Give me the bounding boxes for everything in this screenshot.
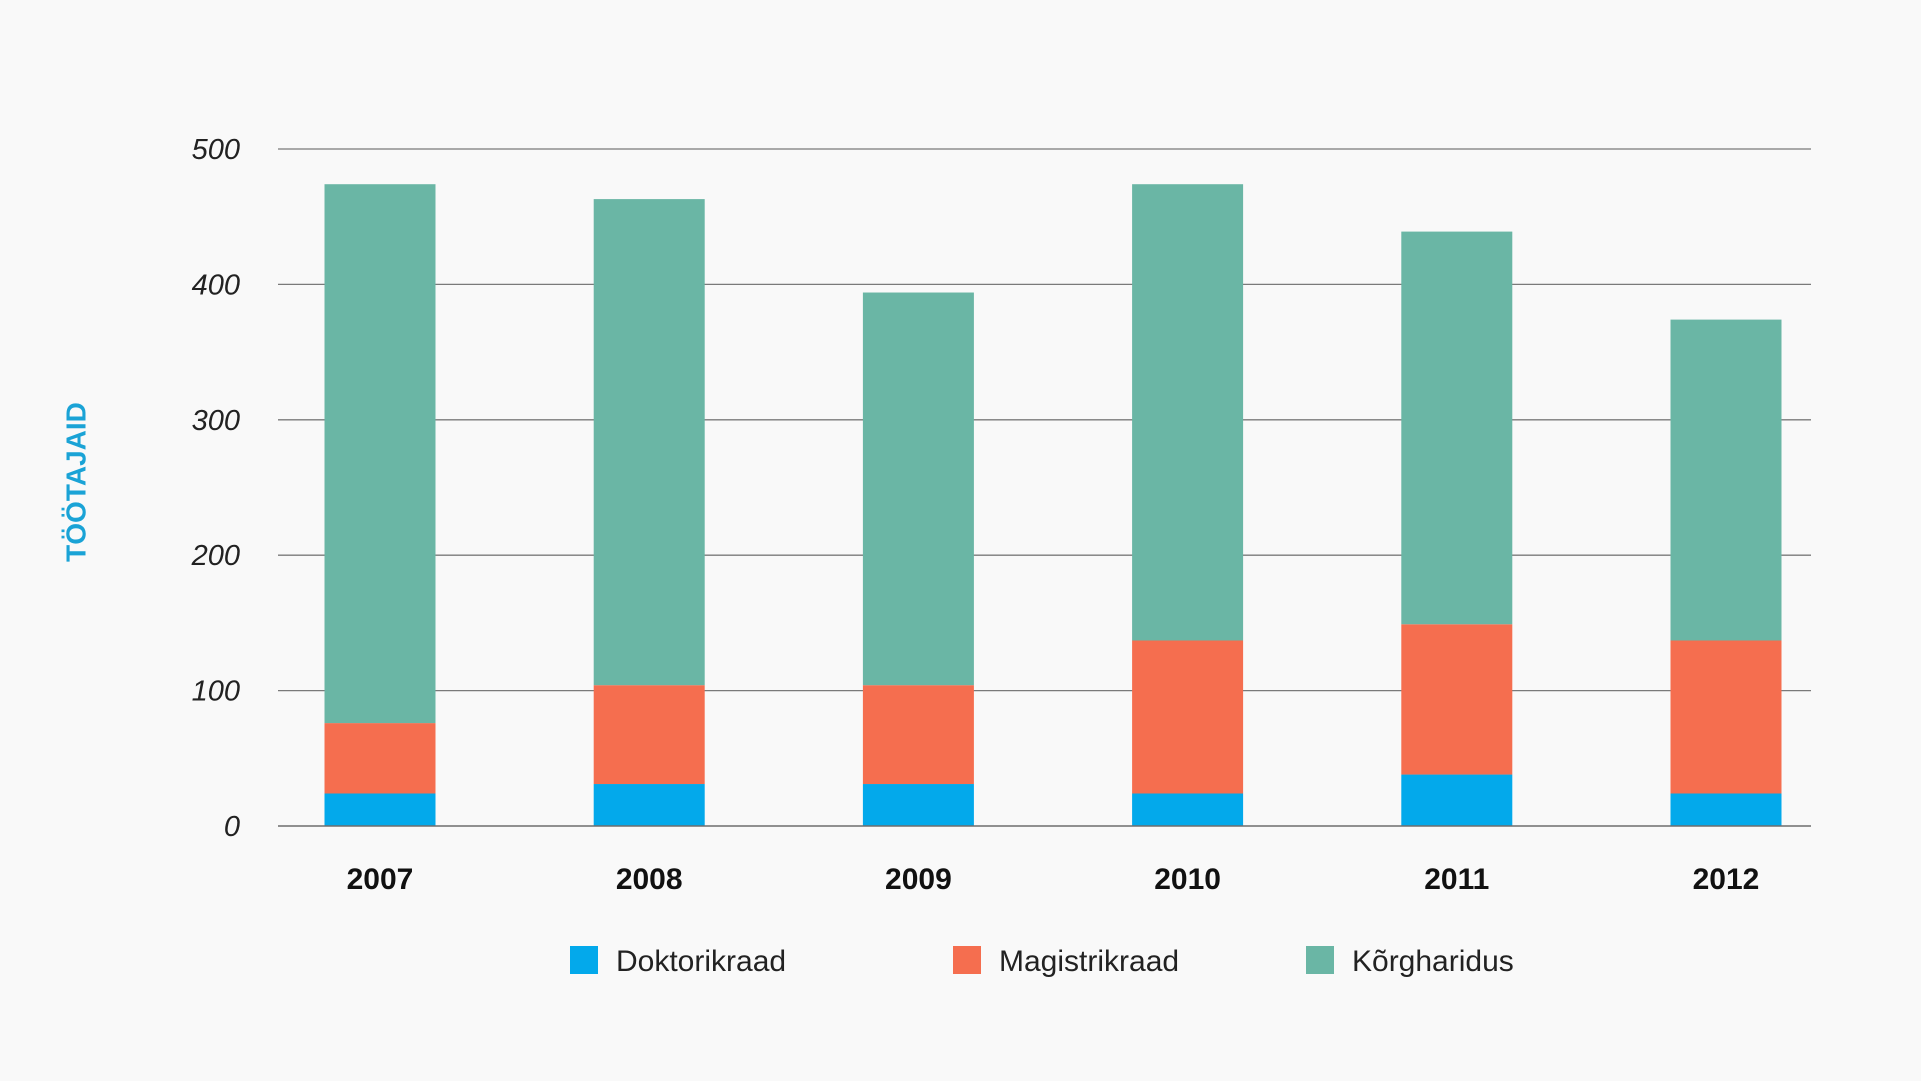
legend-item: Magistrikraad [953, 945, 1179, 978]
y-tick-label: 0 [224, 811, 240, 843]
bar-segment [324, 793, 436, 826]
gridlines [278, 148, 1811, 692]
bar-segment [1670, 319, 1782, 641]
bar-segment [862, 292, 974, 686]
bar-segment [862, 685, 974, 785]
bar-segment [593, 199, 705, 686]
y-tick-labels: 0 100 200 300 400 500 [191, 134, 240, 843]
x-tick-labels: 2007 2008 2009 2010 2011 2012 [347, 863, 1760, 896]
legend-swatch [953, 946, 981, 974]
x-tick-label: 2011 [1424, 863, 1489, 896]
bar-segment [324, 184, 436, 724]
bar-segment [1670, 793, 1782, 826]
legend-swatch [1306, 946, 1334, 974]
bar-segment [1401, 774, 1513, 826]
bar-segment [862, 784, 974, 826]
bar-segment [593, 784, 705, 826]
legend-swatch [570, 946, 598, 974]
bar-segment [1132, 184, 1244, 641]
y-tick-label: 200 [191, 540, 240, 572]
bar-segment [1132, 793, 1244, 826]
x-tick-label: 2009 [885, 863, 952, 896]
x-tick-label: 2008 [616, 863, 683, 896]
legend-label: Kõrgharidus [1352, 945, 1514, 978]
legend-label: Doktorikraad [616, 945, 786, 978]
legend-item: Kõrgharidus [1306, 945, 1514, 978]
legend-item: Doktorikraad [570, 945, 786, 978]
legend: Doktorikraad Magistrikraad Kõrgharidus [570, 945, 1514, 978]
bar-segment [1132, 640, 1244, 794]
y-tick-label: 400 [192, 269, 240, 301]
bar-segment [1401, 231, 1513, 625]
y-tick-label: 500 [192, 134, 240, 166]
bar-segment [593, 685, 705, 785]
bars [324, 184, 1782, 826]
bar-segment [324, 723, 436, 794]
y-tick-label: 100 [192, 676, 240, 708]
bar-segment [1401, 624, 1513, 775]
y-tick-label: 300 [192, 405, 240, 437]
x-tick-label: 2007 [347, 863, 414, 896]
y-axis-label: TÖÖTAJAID [60, 402, 91, 562]
x-tick-label: 2012 [1693, 863, 1760, 896]
x-tick-label: 2010 [1154, 863, 1221, 896]
bar-segment [1670, 640, 1782, 794]
legend-label: Magistrikraad [999, 945, 1179, 978]
